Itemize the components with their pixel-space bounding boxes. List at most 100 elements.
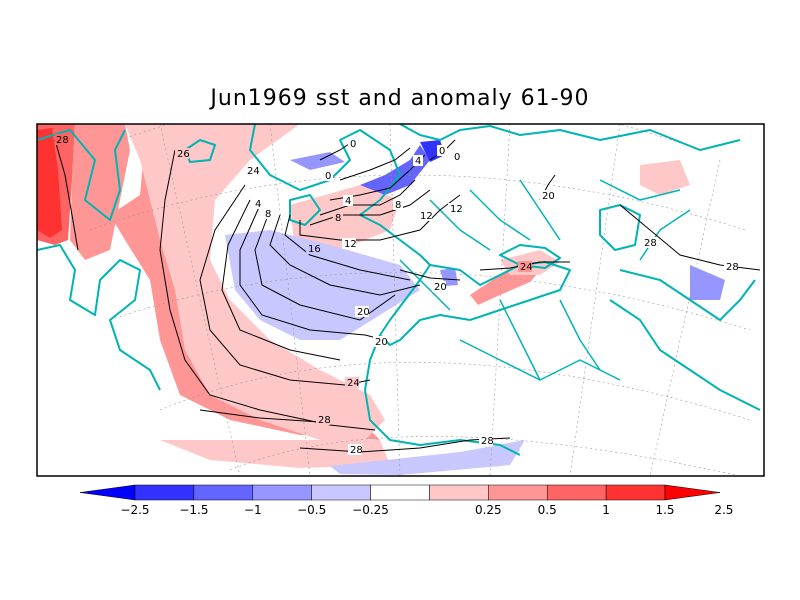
contour-10	[309, 189, 431, 226]
contour-12	[299, 194, 461, 241]
contour-label: 28	[642, 237, 657, 249]
contour-label: 12	[448, 203, 463, 215]
colorbar-tick-label: 2.5	[714, 503, 733, 517]
contour-label: 20	[540, 190, 555, 202]
svg-text:12: 12	[420, 211, 433, 222]
svg-text:0: 0	[325, 171, 331, 182]
colorbar-swatch	[370, 484, 430, 501]
contour-20	[239, 204, 386, 341]
svg-text:28: 28	[350, 445, 363, 456]
anomaly-positive-north-sea-light	[290, 185, 400, 250]
map-title: Jun1969 sst and anomaly 61-90	[210, 86, 590, 111]
colorbar-swatch	[605, 484, 666, 501]
borders-europe	[399, 179, 691, 381]
contour-22	[221, 199, 341, 361]
svg-text:0: 0	[350, 139, 356, 150]
contour-label: 20	[373, 336, 388, 348]
colorbar-tick-label: −0.5	[297, 503, 326, 517]
anomaly-negative-red-sea	[690, 265, 725, 300]
svg-text:8: 8	[265, 209, 271, 220]
contour-label: 28	[479, 435, 494, 447]
colorbar-swatch	[311, 484, 371, 501]
svg-text:20: 20	[357, 307, 370, 318]
contour-0-baltic	[339, 147, 411, 181]
svg-text:12: 12	[450, 204, 463, 215]
contour-label: 26	[175, 148, 190, 160]
colorbar-arrow-high	[664, 484, 721, 501]
svg-text:26: 26	[177, 149, 190, 160]
contour-24	[199, 184, 371, 386]
svg-text:8: 8	[335, 213, 341, 224]
anomaly-negative-atlantic-light	[225, 230, 420, 340]
contour-label: 28	[348, 444, 363, 456]
colorbar-tick-label: 1	[602, 503, 610, 517]
anomaly-positive-west-inner	[37, 128, 62, 238]
svg-text:28: 28	[644, 238, 657, 249]
contour-label: 16	[306, 243, 321, 255]
colorbar-arrow-low	[79, 484, 136, 501]
colorbar-tick-label: 0.25	[475, 503, 502, 517]
svg-text:0: 0	[439, 146, 445, 157]
contour-label: 28	[55, 134, 69, 146]
coastline-iberia	[379, 314, 471, 346]
anomaly-shading	[37, 124, 725, 475]
contour-16	[269, 214, 421, 296]
contour-label: 12	[342, 238, 357, 250]
coastline-north-america	[37, 244, 161, 391]
map-frame	[36, 123, 765, 477]
svg-text:12: 12	[344, 239, 357, 250]
colorbar-swatch	[252, 484, 312, 501]
contour-label: 20	[432, 281, 447, 293]
coastline-red-sea	[609, 299, 761, 411]
svg-text:24: 24	[247, 166, 260, 177]
svg-text:4: 4	[415, 156, 421, 167]
contour-label: 0	[437, 145, 447, 157]
anomaly-positive-atlantic-west	[70, 124, 130, 260]
contour-8	[319, 179, 416, 216]
svg-text:28: 28	[318, 415, 331, 426]
colorbar-tick-label: −1	[244, 503, 262, 517]
contour-label: 24	[518, 261, 533, 273]
anomaly-positive-atlantic-light	[125, 124, 385, 440]
contour-label: 8	[333, 212, 343, 224]
contour-label: 8	[263, 208, 273, 220]
contour-label: 4	[253, 198, 263, 210]
colorbar-tick-label: 1.5	[655, 503, 674, 517]
colorbar-tick-label: 0.5	[538, 503, 557, 517]
anomaly-negative-baltic	[360, 145, 430, 195]
svg-text:28: 28	[56, 135, 69, 146]
contour-20-med	[399, 269, 461, 281]
svg-text:0: 0	[454, 152, 460, 163]
contour-label: 20	[355, 306, 370, 318]
anomaly-negative-south-light	[330, 440, 525, 475]
svg-text:20: 20	[375, 337, 388, 348]
contour-label: 4	[413, 155, 423, 167]
coastline-caspian	[599, 204, 641, 251]
contour-label: 0	[323, 170, 333, 182]
contour-26	[159, 149, 376, 431]
contour-28-west	[54, 139, 79, 251]
contour-label: 0	[452, 151, 462, 163]
coastline-iceland	[184, 139, 216, 163]
contour-label: 24	[245, 165, 260, 177]
svg-text:20: 20	[434, 282, 447, 293]
svg-text:20: 20	[542, 191, 555, 202]
colorbar: −2.5 −1.5 −1 −0.5 −0.25 0.25 0.5 1 1.5 2.5	[79, 484, 733, 517]
contour-label: 12	[418, 210, 433, 222]
anomaly-positive-caspian	[640, 160, 690, 195]
colorbar-swatch	[488, 484, 548, 501]
contour-28-sw	[199, 409, 321, 423]
svg-text:4: 4	[345, 196, 351, 207]
svg-text:8: 8	[395, 200, 401, 211]
colorbar-swatch	[134, 484, 195, 501]
contour-label: 24	[345, 377, 360, 389]
colorbar-swatch	[546, 484, 607, 501]
contour-label: 8	[393, 199, 403, 211]
contour-label: 28	[316, 414, 331, 426]
anomaly-negative-norway-coast	[290, 152, 345, 170]
contour-label: 4	[343, 195, 353, 207]
coastline-africa-west	[364, 334, 521, 456]
svg-text:24: 24	[520, 262, 533, 273]
contour-28-east	[619, 204, 761, 271]
anomaly-positive-sw	[160, 440, 390, 468]
